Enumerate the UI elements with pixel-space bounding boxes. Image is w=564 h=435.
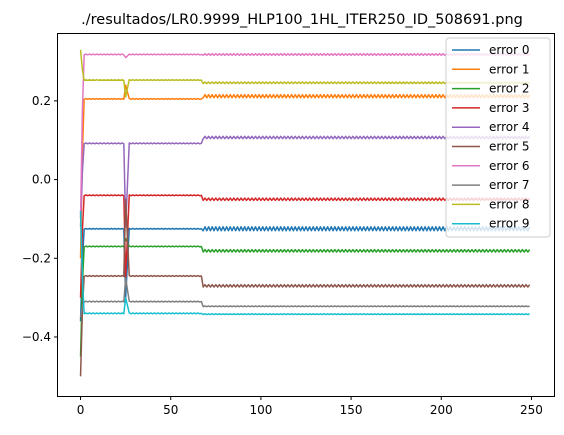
y-tick-label: −0.2 <box>22 251 51 265</box>
x-tick-label: 0 <box>77 403 85 417</box>
x-axis: 0 50 100 150 200 250 <box>77 396 543 417</box>
series-line-7 <box>79 277 530 318</box>
legend-label: error 8 <box>489 197 530 211</box>
series-line-2 <box>79 237 531 357</box>
y-tick-label: 0.0 <box>32 173 51 187</box>
legend-label: error 2 <box>489 82 530 96</box>
y-tick-label: −0.4 <box>22 330 51 344</box>
y-tick-label: 0.2 <box>32 94 51 108</box>
plot-frame <box>57 33 555 397</box>
legend-label: error 7 <box>489 178 530 192</box>
x-tick-label: 150 <box>340 403 363 417</box>
x-tick-label: 250 <box>520 403 543 417</box>
legend-label: error 0 <box>489 43 530 57</box>
legend-label: error 3 <box>489 101 530 115</box>
legend-label: error 6 <box>489 159 530 173</box>
chart-title: ./resultados/LR0.9999_HLP100_1HL_ITER250… <box>81 12 523 28</box>
legend-box <box>445 37 551 238</box>
series-line-9 <box>79 211 530 316</box>
legend-label: error 9 <box>489 217 530 231</box>
y-axis: −0.4 −0.2 0.0 0.2 <box>22 94 58 344</box>
x-tick-label: 200 <box>430 403 453 417</box>
legend: error 0 error 1 error 2 error 3 error 4 error… <box>445 37 551 238</box>
legend-label: error 1 <box>489 62 530 76</box>
legend-label: error 4 <box>489 120 530 134</box>
x-tick-label: 50 <box>163 403 178 417</box>
plot-lines <box>79 49 531 377</box>
x-tick-label: 100 <box>249 403 272 417</box>
series-line-5 <box>79 198 531 377</box>
legend-label: error 5 <box>489 140 530 154</box>
